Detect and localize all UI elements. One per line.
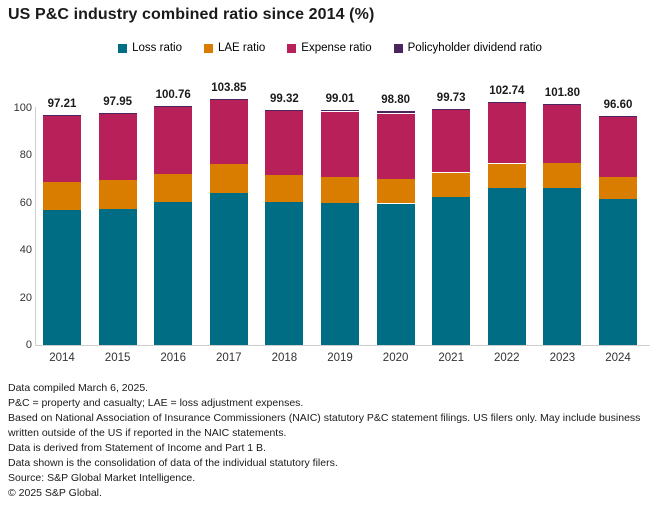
bar-2023-lae-ratio-segment bbox=[543, 163, 582, 188]
bar-2015-policyholder-dividend-ratio-segment bbox=[98, 112, 137, 115]
bar-2017-policyholder-dividend-ratio-segment bbox=[209, 98, 248, 101]
bar-2014-loss-ratio-segment bbox=[43, 209, 81, 345]
y-axis-label: 20 bbox=[19, 291, 32, 304]
legend-label: Policyholder dividend ratio bbox=[407, 42, 542, 54]
bar-2015-loss-ratio-segment bbox=[98, 209, 137, 345]
y-axis-label: 80 bbox=[19, 149, 32, 162]
x-axis-label: 2014 bbox=[49, 352, 75, 364]
bar-total-label: 103.85 bbox=[211, 81, 247, 94]
bar-2015-expense-ratio-segment bbox=[98, 114, 137, 181]
bar-2018-loss-ratio-segment bbox=[265, 201, 304, 345]
footnote-line: Based on National Association of Insuran… bbox=[8, 412, 641, 439]
x-axis-label: 2017 bbox=[216, 352, 242, 364]
bar-2023-loss-ratio-segment bbox=[543, 187, 582, 345]
bar-2022-lae-ratio-segment bbox=[487, 163, 526, 188]
bar-2023-expense-ratio-segment bbox=[543, 104, 582, 164]
bar-2024-expense-ratio-segment bbox=[599, 116, 637, 178]
footnote-line: © 2025 S&P Global. bbox=[8, 487, 102, 499]
x-axis-label: 2023 bbox=[549, 352, 576, 364]
bar-total-label: 98.80 bbox=[381, 93, 410, 106]
footnote-line: P&C = property and casualty; LAE = loss … bbox=[8, 397, 304, 409]
footnote-line: Data is derived from Statement of Income… bbox=[8, 442, 266, 454]
y-axis-label: 60 bbox=[19, 196, 32, 209]
legend-item-expense-ratio: Expense ratio bbox=[287, 42, 372, 54]
bar-2018-expense-ratio-segment bbox=[265, 110, 304, 176]
bar-2021-lae-ratio-segment bbox=[432, 172, 471, 198]
x-axis-line bbox=[35, 345, 650, 346]
bar-total-label: 96.60 bbox=[603, 99, 633, 112]
bar-2016-lae-ratio-segment bbox=[154, 174, 193, 202]
bar-2018-policyholder-dividend-ratio-segment bbox=[265, 109, 304, 111]
bar-2024-loss-ratio-segment bbox=[599, 199, 637, 345]
bar-2017-loss-ratio-segment bbox=[209, 193, 248, 345]
bar-2024-lae-ratio-segment bbox=[599, 177, 637, 200]
bar-total-label: 102.74 bbox=[489, 84, 525, 97]
footnote-line: Source: S&P Global Market Intelligence. bbox=[8, 472, 196, 484]
bar-2016-loss-ratio-segment bbox=[154, 201, 193, 345]
bar-total-label: 99.01 bbox=[325, 93, 355, 106]
bar-total-label: 99.32 bbox=[270, 92, 299, 105]
x-axis-label: 2020 bbox=[382, 352, 409, 364]
x-axis-label: 2015 bbox=[104, 352, 131, 364]
legend-item-lae-ratio: LAE ratio bbox=[203, 42, 266, 54]
bar-total-label: 100.76 bbox=[155, 89, 191, 102]
x-axis-label: 2024 bbox=[605, 352, 631, 364]
bar-2022-policyholder-dividend-ratio-segment bbox=[487, 101, 526, 103]
bar-2024-policyholder-dividend-ratio-segment bbox=[599, 116, 637, 118]
bar-2014-expense-ratio-segment bbox=[43, 115, 81, 182]
x-axis-label: 2018 bbox=[271, 352, 298, 364]
bar-2020-loss-ratio-segment bbox=[376, 203, 415, 345]
x-axis-label: 2016 bbox=[160, 352, 186, 364]
legend-label: LAE ratio bbox=[217, 42, 266, 54]
bar-2019-policyholder-dividend-ratio-segment bbox=[321, 110, 359, 112]
y-axis-label: 0 bbox=[25, 339, 32, 351]
bar-2019-expense-ratio-segment bbox=[321, 111, 359, 177]
bar-2021-expense-ratio-segment bbox=[432, 109, 471, 173]
bar-2014-policyholder-dividend-ratio-segment bbox=[43, 114, 81, 116]
bar-2022-expense-ratio-segment bbox=[487, 102, 526, 164]
bar-total-label: 97.21 bbox=[47, 97, 77, 110]
bar-2016-policyholder-dividend-ratio-segment bbox=[154, 106, 193, 108]
footnote-line: Data compiled March 6, 2025. bbox=[8, 382, 149, 394]
legend-item-policyholder-dividend-ratio: Policyholder dividend ratio bbox=[393, 42, 542, 54]
bar-2020-expense-ratio-segment bbox=[376, 113, 415, 179]
legend-item-loss-ratio: Loss ratio bbox=[118, 42, 182, 54]
bar-2017-lae-ratio-segment bbox=[209, 164, 248, 194]
bar-2020-policyholder-dividend-ratio-segment bbox=[376, 110, 415, 114]
footnote-line: Data shown is the consolidation of data … bbox=[8, 457, 338, 469]
bar-2021-policyholder-dividend-ratio-segment bbox=[432, 108, 471, 110]
bar-2023-policyholder-dividend-ratio-segment bbox=[543, 103, 582, 105]
bar-2017-expense-ratio-segment bbox=[209, 100, 248, 165]
bar-2022-loss-ratio-segment bbox=[487, 187, 526, 345]
legend-swatch-icon bbox=[118, 43, 128, 53]
chart-legend: Loss ratio LAE ratio Expense ratio Policyho… bbox=[0, 42, 660, 54]
y-axis-label: 40 bbox=[19, 244, 32, 257]
x-axis-label: 2021 bbox=[438, 352, 464, 364]
bar-2020-lae-ratio-segment bbox=[376, 178, 415, 204]
bar-total-label: 99.73 bbox=[436, 91, 466, 104]
legend-swatch-icon bbox=[393, 43, 403, 53]
legend-swatch-icon bbox=[203, 43, 213, 53]
x-axis-label: 2019 bbox=[327, 352, 353, 364]
legend-swatch-icon bbox=[287, 43, 297, 53]
bar-2021-loss-ratio-segment bbox=[432, 197, 471, 345]
legend-label: Loss ratio bbox=[132, 42, 182, 54]
bar-total-label: 97.95 bbox=[103, 95, 132, 108]
bar-2019-loss-ratio-segment bbox=[321, 203, 359, 345]
legend-label: Expense ratio bbox=[301, 42, 372, 54]
bar-2014-lae-ratio-segment bbox=[43, 181, 81, 210]
bar-2018-lae-ratio-segment bbox=[265, 175, 304, 202]
chart-title: US P&C industry combined ratio since 201… bbox=[8, 6, 375, 23]
x-axis-label: 2022 bbox=[494, 352, 520, 364]
footnotes: Data compiled March 6, 2025. P&C = proper… bbox=[8, 381, 656, 501]
bar-total-label: 101.80 bbox=[544, 86, 580, 99]
bar-2016-expense-ratio-segment bbox=[154, 107, 193, 175]
y-axis-line bbox=[35, 107, 36, 345]
y-axis-label: 100 bbox=[13, 102, 32, 114]
bar-2015-lae-ratio-segment bbox=[98, 180, 137, 210]
bar-2019-lae-ratio-segment bbox=[321, 177, 359, 204]
